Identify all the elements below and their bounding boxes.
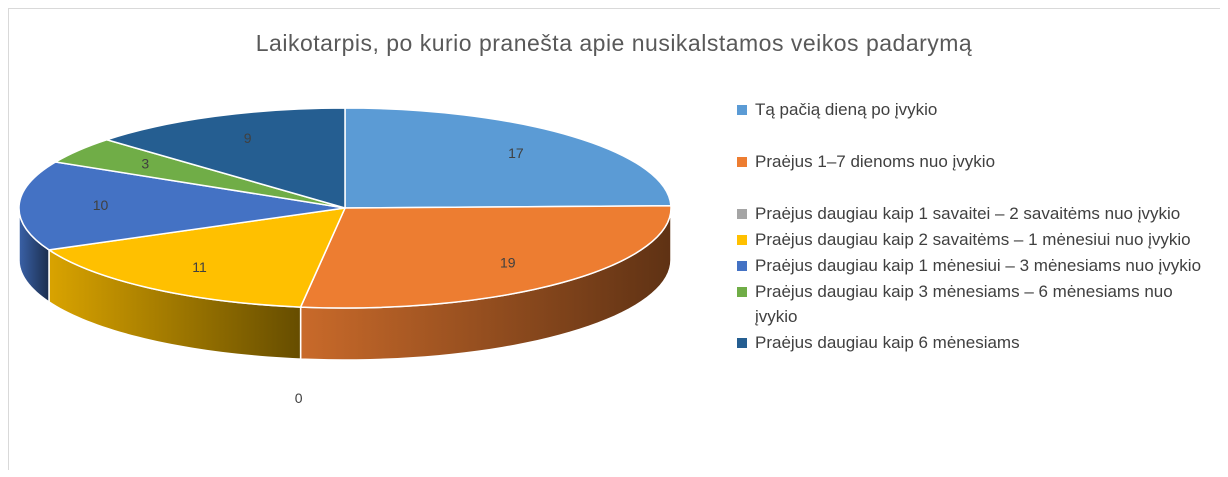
data-label: 3 [141, 155, 149, 171]
legend-swatch [737, 209, 747, 219]
legend-swatch [737, 287, 747, 297]
legend-label: Praėjus daugiau kaip 1 mėnesiui – 3 mėne… [755, 256, 1202, 275]
data-label: 17 [508, 145, 524, 161]
slice [104, 107, 346, 209]
frame [8, 8, 1220, 470]
slice [18, 161, 346, 251]
slice [299, 204, 672, 309]
slice [46, 207, 347, 308]
legend-item: Praėjus daugiau kaip 1 mėnesiui – 3 mėne… [737, 253, 1207, 278]
legend-swatch [737, 157, 747, 167]
pie-area: 17 19 0 11 10 3 9 [18, 107, 672, 406]
legend-swatch [737, 235, 747, 245]
data-label: 9 [244, 130, 252, 146]
legend-item: Praėjus daugiau kaip 2 savaitėms – 1 mėn… [737, 227, 1207, 252]
legend-item: Praėjus daugiau kaip 1 savaitei – 2 sava… [737, 201, 1207, 226]
legend-label: Praėjus 1–7 dienoms nuo įvykio [755, 152, 996, 171]
legend-swatch [737, 105, 747, 115]
slice [344, 107, 672, 209]
legend-label: Praėjus daugiau kaip 6 mėnesiams [755, 333, 1020, 352]
data-label: 10 [93, 197, 109, 213]
pie-tops [18, 107, 672, 309]
legend-label: Tą pačią dieną po įvykio [755, 100, 938, 119]
data-label: 19 [500, 255, 516, 271]
legend: Tą pačią dieną po įvykio Praėjus 1–7 dien… [737, 97, 1207, 382]
legend-label: Praėjus daugiau kaip 2 savaitėms – 1 mėn… [755, 230, 1191, 249]
legend-item: Praėjus daugiau kaip 6 mėnesiams [737, 330, 1207, 355]
legend-swatch [737, 261, 747, 271]
legend-item: Praėjus daugiau kaip 3 mėnesiams – 6 mėn… [737, 279, 1207, 329]
chart-title: Laikotarpis, po kurio pranešta apie nusi… [255, 30, 973, 56]
legend-swatch [737, 338, 747, 348]
legend-item: Praėjus 1–7 dienoms nuo įvykio [737, 149, 1207, 174]
legend-label: Praėjus daugiau kaip 3 mėnesiams – 6 mėn… [755, 282, 1173, 326]
data-labels: 17 19 0 11 10 3 9 [93, 130, 524, 406]
legend-label: Praėjus daugiau kaip 1 savaitei – 2 sava… [755, 204, 1181, 223]
legend-item: Tą pačią dieną po įvykio [737, 97, 1207, 122]
data-label: 11 [192, 259, 207, 275]
data-label: 0 [295, 390, 303, 406]
